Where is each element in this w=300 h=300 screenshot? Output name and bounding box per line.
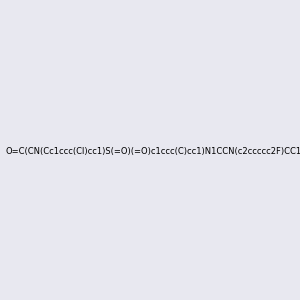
Text: O=C(CN(Cc1ccc(Cl)cc1)S(=O)(=O)c1ccc(C)cc1)N1CCN(c2ccccc2F)CC1: O=C(CN(Cc1ccc(Cl)cc1)S(=O)(=O)c1ccc(C)cc…: [6, 147, 300, 156]
